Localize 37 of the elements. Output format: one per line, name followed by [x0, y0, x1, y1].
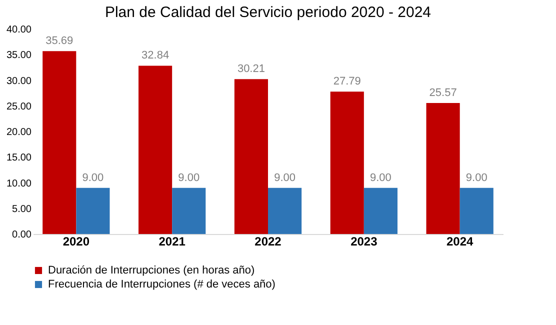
x-tick-label: 2020 [62, 234, 90, 248]
y-tick-label: 40.00 [6, 24, 32, 36]
bar [268, 188, 302, 234]
y-tick-label: 15.00 [6, 152, 32, 164]
bar [138, 66, 172, 234]
bar [172, 188, 206, 234]
x-tick-label: 2024 [446, 234, 474, 248]
chart-title: Plan de Calidad del Servicio periodo 2020 - 2024 [104, 4, 432, 21]
x-tick-label: 2021 [158, 234, 186, 248]
bar [42, 51, 76, 234]
data-label: 9.00 [370, 172, 392, 184]
y-tick-label: 30.00 [6, 76, 32, 87]
bar [76, 188, 110, 234]
legend-label: Duración de Interrupciones (en horas año) [48, 264, 255, 276]
x-tick-label: 2022 [254, 234, 282, 248]
bar [460, 188, 494, 234]
data-label: 9.00 [82, 172, 104, 184]
data-label: 27.79 [333, 76, 361, 88]
legend-label: Frecuencia de Interrupciones (# de veces año) [48, 278, 276, 290]
y-tick-label: 0.00 [12, 230, 32, 240]
bar [364, 188, 398, 234]
data-label: 35.69 [46, 35, 74, 48]
y-tick-label: 35.00 [6, 50, 32, 62]
data-label: 25.57 [429, 86, 457, 99]
y-tick-label: 25.00 [6, 101, 32, 112]
data-label: 9.00 [466, 172, 488, 184]
bar [330, 92, 364, 234]
bar [234, 79, 268, 234]
data-label: 9.00 [274, 172, 296, 184]
x-tick-label: 2023 [350, 234, 378, 248]
data-label: 32.84 [142, 50, 170, 62]
data-label: 9.00 [178, 172, 200, 184]
y-tick-label: 10.00 [6, 178, 32, 190]
y-tick-label: 5.00 [12, 204, 32, 215]
y-tick-label: 20.00 [6, 127, 32, 138]
bar [426, 102, 460, 234]
data-label: 30.21 [237, 63, 265, 76]
